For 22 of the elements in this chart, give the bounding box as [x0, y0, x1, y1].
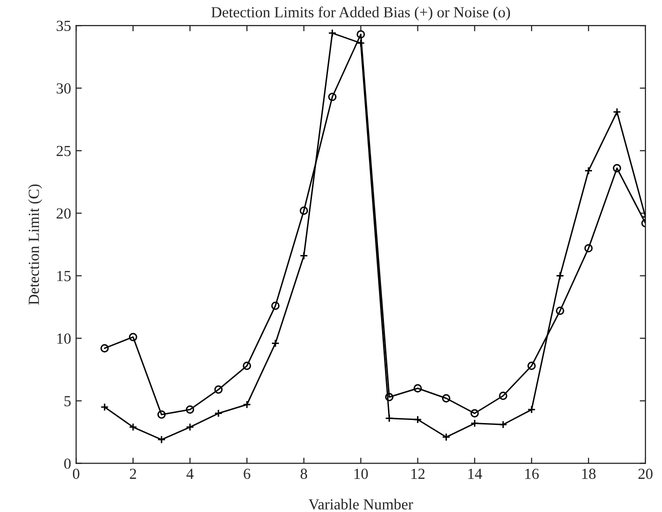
x-tick-label: 0 — [72, 468, 80, 479]
y-tick-label: 30 — [56, 83, 71, 94]
x-tick-label: 16 — [525, 468, 539, 479]
x-tick-label: 20 — [638, 468, 653, 479]
y-tick-label: 35 — [56, 20, 71, 32]
x-axis-title: Variable Number — [308, 498, 414, 510]
x-tick-label: 18 — [582, 468, 596, 479]
x-tick-label: 10 — [354, 468, 368, 479]
y-tick-label: 10 — [57, 333, 71, 344]
y-axis-title: Detection Limit (C) — [28, 184, 42, 305]
x-tick-label: 4 — [186, 468, 194, 479]
x-tick-label: 8 — [300, 468, 308, 479]
chart-title: Detection Limits for Added Bias (+) or Noise (o) — [211, 6, 510, 21]
y-tick-label: 5 — [64, 396, 71, 406]
y-tick-label: 15 — [57, 270, 71, 282]
x-tick-label: 2 — [130, 468, 136, 479]
x-tick-label: 12 — [411, 468, 425, 479]
y-tick-label: 20 — [56, 208, 71, 219]
y-tick-label: 25 — [56, 146, 71, 156]
x-tick-label: 6 — [244, 468, 250, 479]
x-tick-label: 14 — [468, 468, 482, 479]
y-tick-label: 0 — [64, 458, 71, 469]
